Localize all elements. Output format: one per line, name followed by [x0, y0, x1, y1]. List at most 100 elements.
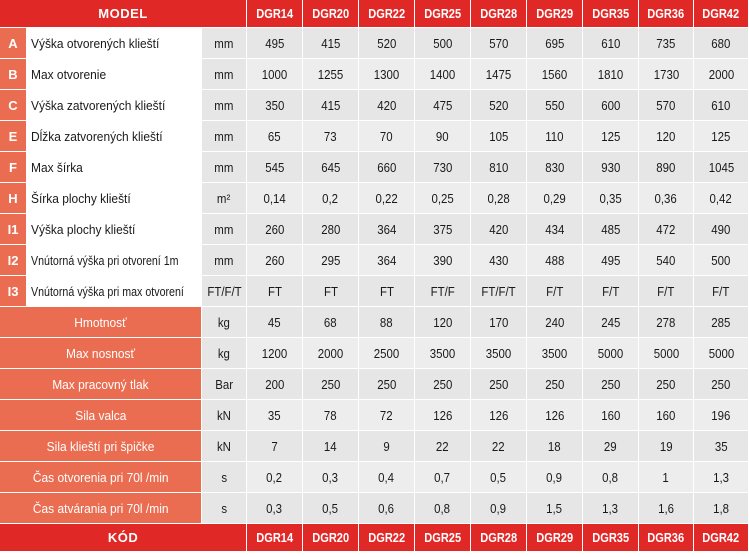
row-unit: mm [202, 245, 248, 276]
value-cell: 420 [471, 214, 528, 245]
row-parameter: Max šírka [27, 152, 202, 183]
value-cell: 610 [583, 28, 640, 59]
value-cell: 495 [583, 245, 640, 276]
value-cell: 70 [359, 121, 416, 152]
table-row: Čas atvárania pri 70l /min s 0,3 0,5 0,6 0,8 0… [0, 493, 749, 524]
row-letter: A [0, 28, 27, 59]
value-cell: 472 [639, 214, 695, 245]
value-cell: 420 [359, 90, 416, 121]
value-cell: 1300 [359, 59, 416, 90]
model-name: DGR35 [583, 0, 640, 28]
value-cell: 0,2 [303, 183, 360, 214]
value-cell: F/T [639, 276, 695, 307]
model-name: DGR36 [639, 0, 695, 28]
row-unit: s [202, 462, 248, 493]
value-cell: 9 [359, 431, 416, 462]
value-cell: 90 [415, 121, 472, 152]
value-cell: 200 [247, 369, 304, 400]
value-cell: 0,25 [415, 183, 472, 214]
value-cell: 18 [527, 431, 584, 462]
value-cell: 1810 [583, 59, 640, 90]
value-cell: 22 [415, 431, 472, 462]
value-cell: 0,28 [471, 183, 528, 214]
model-code: DGR22 [359, 524, 416, 552]
value-cell: 1,3 [583, 493, 640, 524]
value-cell: 830 [527, 152, 584, 183]
row-unit: s [202, 493, 248, 524]
value-cell: 280 [303, 214, 360, 245]
row-unit: mm [202, 121, 248, 152]
value-cell: 2000 [694, 59, 749, 90]
row-unit: mm [202, 152, 248, 183]
row-parameter: Max otvorenie [27, 59, 202, 90]
value-cell: FT/F [415, 276, 472, 307]
value-cell: 350 [247, 90, 304, 121]
value-cell: 695 [527, 28, 584, 59]
value-cell: 415 [303, 90, 360, 121]
value-cell: 430 [471, 245, 528, 276]
value-cell: 260 [247, 245, 304, 276]
value-cell: 5000 [639, 338, 695, 369]
value-cell: 364 [359, 245, 416, 276]
value-cell: 110 [527, 121, 584, 152]
row-unit: kN [202, 400, 248, 431]
value-cell: 35 [247, 400, 304, 431]
row-letter: H [0, 183, 27, 214]
value-cell: 570 [639, 90, 695, 121]
value-cell: 120 [415, 307, 472, 338]
value-cell: 390 [415, 245, 472, 276]
value-cell: 250 [471, 369, 528, 400]
value-cell: 730 [415, 152, 472, 183]
value-cell: 2000 [303, 338, 360, 369]
value-cell: 88 [359, 307, 416, 338]
value-cell: 1400 [415, 59, 472, 90]
value-cell: F/T [527, 276, 584, 307]
model-code: DGR25 [415, 524, 472, 552]
value-cell: 364 [359, 214, 416, 245]
table-row: Sila klieští pri špičke kN 7 14 9 22 22 18 29 19 3… [0, 431, 749, 462]
model-name: DGR28 [471, 0, 528, 28]
value-cell: 0,4 [359, 462, 416, 493]
value-cell: FT [359, 276, 416, 307]
row-letter: E [0, 121, 27, 152]
value-cell: 260 [247, 214, 304, 245]
row-unit: FT/F/T [202, 276, 248, 307]
table-row: F Max šírka mm 545 645 660 730 810 830 930 890 1045 [0, 152, 749, 183]
table-row: I1 Výška plochy klieští mm 260 280 364 375 420 4… [0, 214, 749, 245]
value-cell: 0,9 [527, 462, 584, 493]
row-parameter: Výška otvorených klieští [27, 28, 202, 59]
value-cell: 485 [583, 214, 640, 245]
row-letter: I2 [0, 245, 27, 276]
value-cell: 490 [694, 214, 749, 245]
row-parameter: Max pracovný tlak [0, 369, 202, 400]
row-parameter: Vnútorná výška pri max otvorení [27, 276, 202, 307]
table-row: C Výška zatvorených klieští mm 350 415 420 475… [0, 90, 749, 121]
table-row: I3 Vnútorná výška pri max otvorení FT/F/T F… [0, 276, 749, 307]
value-cell: 1,6 [639, 493, 695, 524]
value-cell: 0,36 [639, 183, 695, 214]
value-cell: 0,5 [303, 493, 360, 524]
value-cell: 475 [415, 90, 472, 121]
value-cell: 520 [471, 90, 528, 121]
value-cell: 1475 [471, 59, 528, 90]
value-cell: 0,35 [583, 183, 640, 214]
value-cell: 160 [639, 400, 695, 431]
value-cell: 540 [639, 245, 695, 276]
value-cell: 1255 [303, 59, 360, 90]
row-parameter: Výška plochy klieští [27, 214, 202, 245]
value-cell: 415 [303, 28, 360, 59]
value-cell: 0,9 [471, 493, 528, 524]
row-letter: I3 [0, 276, 27, 307]
value-cell: 14 [303, 431, 360, 462]
value-cell: 45 [247, 307, 304, 338]
table-row: Max pracovný tlak Bar 200 250 250 250 250 250 25… [0, 369, 749, 400]
value-cell: 1,3 [694, 462, 749, 493]
table-row: H Šírka plochy klieští m² 0,14 0,2 0,22 0,25 0,… [0, 183, 749, 214]
value-cell: FT [303, 276, 360, 307]
value-cell: 600 [583, 90, 640, 121]
value-cell: 550 [527, 90, 584, 121]
value-cell: 250 [583, 369, 640, 400]
value-cell: 0,14 [247, 183, 304, 214]
